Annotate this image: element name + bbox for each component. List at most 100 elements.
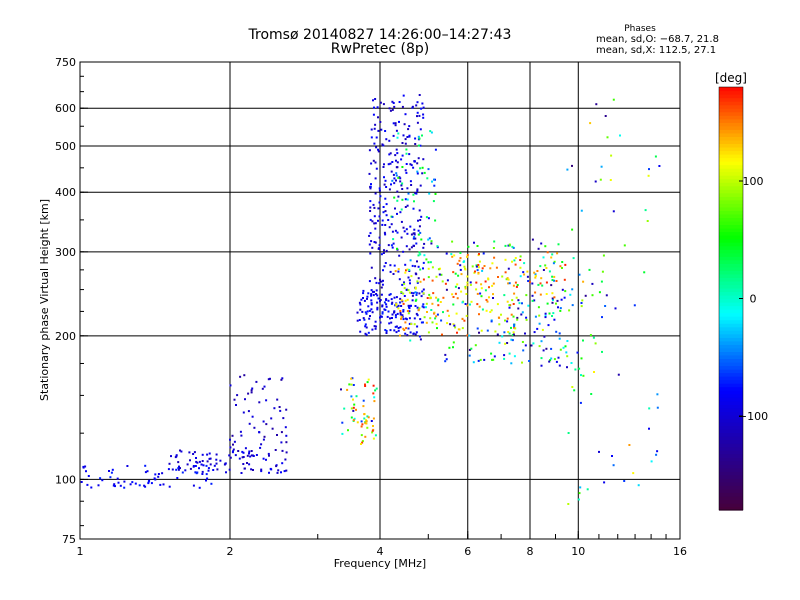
data-point — [445, 288, 448, 291]
y-tick-label: 600 — [55, 102, 76, 115]
data-point — [355, 395, 358, 398]
data-point — [369, 210, 372, 212]
colorbar-segment — [719, 129, 743, 134]
data-point — [243, 374, 246, 377]
data-point — [251, 387, 254, 390]
data-point — [465, 314, 468, 317]
data-point — [373, 241, 376, 243]
data-point — [600, 165, 603, 168]
data-point — [514, 327, 517, 330]
data-point — [260, 470, 263, 473]
data-point — [590, 393, 593, 395]
data-point — [377, 116, 379, 119]
data-point — [398, 176, 401, 179]
data-point — [408, 134, 411, 137]
data-point — [358, 319, 361, 321]
data-point — [421, 102, 424, 105]
data-point — [387, 219, 390, 221]
data-point — [448, 314, 450, 317]
data-point — [475, 288, 478, 291]
data-point — [430, 131, 433, 134]
data-point — [436, 299, 439, 302]
data-point — [374, 434, 377, 437]
colorbar-segment — [719, 369, 743, 374]
data-point — [388, 188, 391, 191]
data-point — [269, 467, 272, 470]
data-point — [556, 252, 559, 255]
data-point — [278, 406, 281, 408]
data-point — [419, 268, 422, 271]
data-point — [564, 345, 567, 348]
data-point — [403, 281, 405, 284]
data-point — [463, 260, 466, 263]
data-point — [461, 317, 464, 320]
data-point — [375, 146, 378, 149]
data-point — [402, 94, 405, 97]
data-point — [388, 139, 391, 142]
data-point — [380, 253, 383, 256]
data-point — [491, 358, 494, 361]
data-point — [571, 164, 573, 167]
data-point — [393, 182, 396, 185]
data-point — [353, 403, 356, 406]
data-point — [591, 282, 594, 285]
data-point — [367, 378, 370, 381]
data-point — [512, 246, 515, 249]
data-point — [425, 258, 428, 261]
colorbar-segment — [719, 453, 743, 458]
data-point — [514, 263, 517, 266]
data-point — [386, 315, 389, 318]
data-point — [394, 154, 397, 157]
data-point — [379, 278, 381, 281]
data-point — [368, 149, 371, 152]
data-point — [483, 358, 486, 361]
data-point — [523, 262, 526, 265]
data-point — [188, 451, 191, 454]
data-point — [551, 315, 553, 317]
data-point — [650, 460, 653, 463]
data-point — [362, 399, 365, 402]
data-point — [484, 289, 487, 292]
data-point — [242, 451, 245, 454]
data-point — [157, 473, 160, 475]
data-point — [399, 297, 402, 300]
data-point — [530, 344, 533, 347]
colorbar-segment — [719, 245, 743, 250]
data-point — [503, 331, 506, 334]
data-point — [406, 288, 409, 291]
data-point — [387, 299, 390, 302]
colorbar: 100 0 −100 [deg] — [715, 71, 768, 511]
data-point — [508, 282, 511, 285]
colorbar-segment — [719, 157, 743, 162]
data-point — [376, 294, 379, 297]
data-point — [366, 310, 369, 313]
data-point — [431, 279, 434, 282]
data-point — [244, 447, 247, 450]
y-axis-label: Stationary phase Virtual Height [km] — [38, 199, 51, 401]
data-point — [376, 106, 379, 109]
data-point — [555, 360, 558, 363]
colorbar-segment — [719, 136, 743, 141]
legend-title: Phases — [624, 24, 656, 34]
data-point — [614, 307, 617, 310]
data-point — [578, 367, 581, 370]
data-point — [365, 419, 367, 422]
data-point — [388, 322, 391, 325]
data-point — [474, 270, 476, 273]
data-point — [506, 277, 509, 280]
data-point — [150, 482, 153, 485]
data-point — [369, 200, 372, 203]
data-point — [154, 473, 157, 476]
data-point — [446, 279, 449, 282]
data-point — [394, 314, 397, 317]
data-point — [404, 142, 407, 145]
data-point — [592, 336, 595, 339]
data-point — [123, 486, 126, 489]
data-point — [280, 431, 283, 434]
data-point — [512, 333, 515, 336]
data-point — [382, 206, 385, 208]
data-point — [468, 354, 471, 357]
data-point — [434, 148, 437, 151]
data-point — [489, 311, 492, 313]
data-point — [385, 186, 388, 188]
